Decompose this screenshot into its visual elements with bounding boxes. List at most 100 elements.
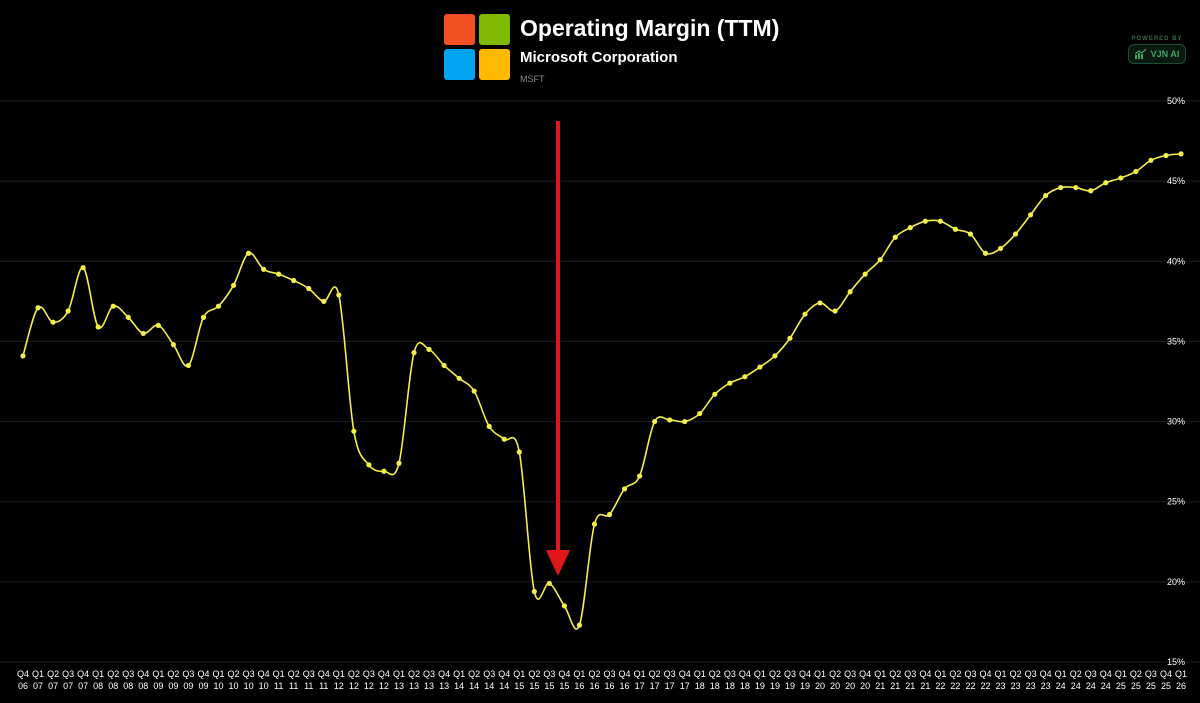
x-tick-year: 06: [18, 681, 28, 691]
data-point: [381, 468, 387, 474]
data-point: [276, 271, 282, 277]
x-tick-year: 16: [620, 681, 630, 691]
y-tick-label: 25%: [1167, 497, 1185, 507]
x-tick-year: 25: [1131, 681, 1141, 691]
x-tick-quarter: Q3: [904, 669, 916, 679]
data-point: [1012, 231, 1019, 237]
x-tick-year: 12: [334, 681, 344, 691]
x-tick-quarter: Q2: [528, 669, 540, 679]
x-tick-quarter: Q4: [318, 669, 330, 679]
data-point: [531, 588, 537, 595]
x-tick-year: 17: [635, 681, 645, 691]
data-point: [727, 380, 733, 386]
downward-arrow-annotation: [546, 121, 570, 576]
x-tick-quarter: Q3: [1145, 669, 1157, 679]
x-tick-year: 22: [980, 681, 990, 691]
microsoft-logo-icon: [444, 14, 510, 80]
x-tick-year: 13: [394, 681, 404, 691]
x-tick-year: 20: [815, 681, 825, 691]
data-point: [336, 292, 342, 298]
x-tick-quarter: Q3: [1085, 669, 1097, 679]
x-tick-quarter: Q4: [258, 669, 270, 679]
data-point: [396, 460, 402, 466]
x-tick-year: 21: [875, 681, 885, 691]
x-tick-year: 14: [454, 681, 464, 691]
x-tick-year: 12: [379, 681, 389, 691]
x-tick-year: 15: [514, 681, 524, 691]
arrow-head: [546, 550, 570, 576]
data-point: [832, 308, 838, 314]
x-tick-year: 15: [529, 681, 539, 691]
x-tick-year: 10: [213, 681, 223, 691]
x-tick-quarter: Q3: [423, 669, 435, 679]
data-point: [486, 423, 492, 429]
x-tick-year: 08: [123, 681, 133, 691]
data-point: [982, 250, 989, 256]
x-tick-quarter: Q3: [664, 669, 676, 679]
data-point: [667, 417, 673, 423]
x-tick-quarter: Q3: [1025, 669, 1037, 679]
x-tick-quarter: Q2: [889, 669, 901, 679]
data-point: [576, 622, 583, 628]
x-tick-year: 14: [499, 681, 509, 691]
x-tick-year: 15: [559, 681, 569, 691]
data-point: [456, 375, 462, 381]
x-tick-quarter: Q4: [619, 669, 631, 679]
y-tick-label: 45%: [1167, 176, 1185, 186]
x-tick-year: 21: [920, 681, 930, 691]
x-tick-year: 20: [830, 681, 840, 691]
data-point: [922, 218, 928, 224]
powered-by-badge[interactable]: POWERED BY VJN AI: [1128, 36, 1186, 64]
data-point: [291, 277, 297, 284]
data-point: [636, 473, 643, 479]
data-point: [697, 410, 703, 417]
x-tick-quarter: Q2: [1010, 669, 1022, 679]
x-tick-year: 20: [860, 681, 870, 691]
x-tick-year: 24: [1086, 681, 1096, 691]
x-tick-year: 23: [1041, 681, 1051, 691]
chart-up-icon: [1134, 49, 1147, 59]
x-tick-quarter: Q3: [724, 669, 736, 679]
x-tick-year: 23: [996, 681, 1006, 691]
x-tick-quarter: Q3: [543, 669, 555, 679]
x-tick-quarter: Q1: [513, 669, 525, 679]
data-point: [937, 218, 943, 224]
x-tick-year: 08: [93, 681, 103, 691]
x-tick-year: 09: [198, 681, 208, 691]
data-point: [757, 364, 763, 370]
x-tick-quarter: Q3: [122, 669, 134, 679]
x-tick-year: 13: [409, 681, 419, 691]
x-tick-quarter: Q2: [348, 669, 360, 679]
x-tick-quarter: Q4: [137, 669, 149, 679]
x-tick-year: 15: [544, 681, 554, 691]
x-tick-year: 24: [1101, 681, 1111, 691]
x-tick-year: 21: [890, 681, 900, 691]
data-point: [561, 603, 568, 609]
x-tick-quarter: Q1: [934, 669, 946, 679]
badge-pill: VJN AI: [1128, 44, 1186, 64]
data-point: [426, 346, 432, 353]
x-tick-quarter: Q2: [1130, 669, 1142, 679]
x-tick-year: 23: [1011, 681, 1021, 691]
data-point: [1133, 168, 1139, 175]
x-tick-year: 24: [1056, 681, 1066, 691]
x-tick-quarter: Q3: [303, 669, 315, 679]
data-point: [261, 266, 267, 272]
x-tick-quarter: Q1: [1115, 669, 1127, 679]
x-tick-quarter: Q2: [228, 669, 240, 679]
x-tick-quarter: Q4: [1100, 669, 1112, 679]
x-tick-quarter: Q4: [919, 669, 931, 679]
y-tick-label: 40%: [1167, 256, 1185, 266]
x-tick-year: 26: [1176, 681, 1186, 691]
x-tick-year: 22: [935, 681, 945, 691]
data-point: [35, 305, 41, 311]
data-point: [621, 486, 628, 492]
chart-title: Operating Margin (TTM): [520, 15, 780, 41]
x-tick-quarter: Q2: [949, 669, 961, 679]
x-tick-quarter: Q3: [243, 669, 255, 679]
x-tick-year: 10: [229, 681, 239, 691]
x-tick-year: 17: [665, 681, 675, 691]
data-point: [802, 311, 808, 317]
x-tick-quarter: Q1: [814, 669, 826, 679]
x-tick-year: 19: [785, 681, 795, 691]
